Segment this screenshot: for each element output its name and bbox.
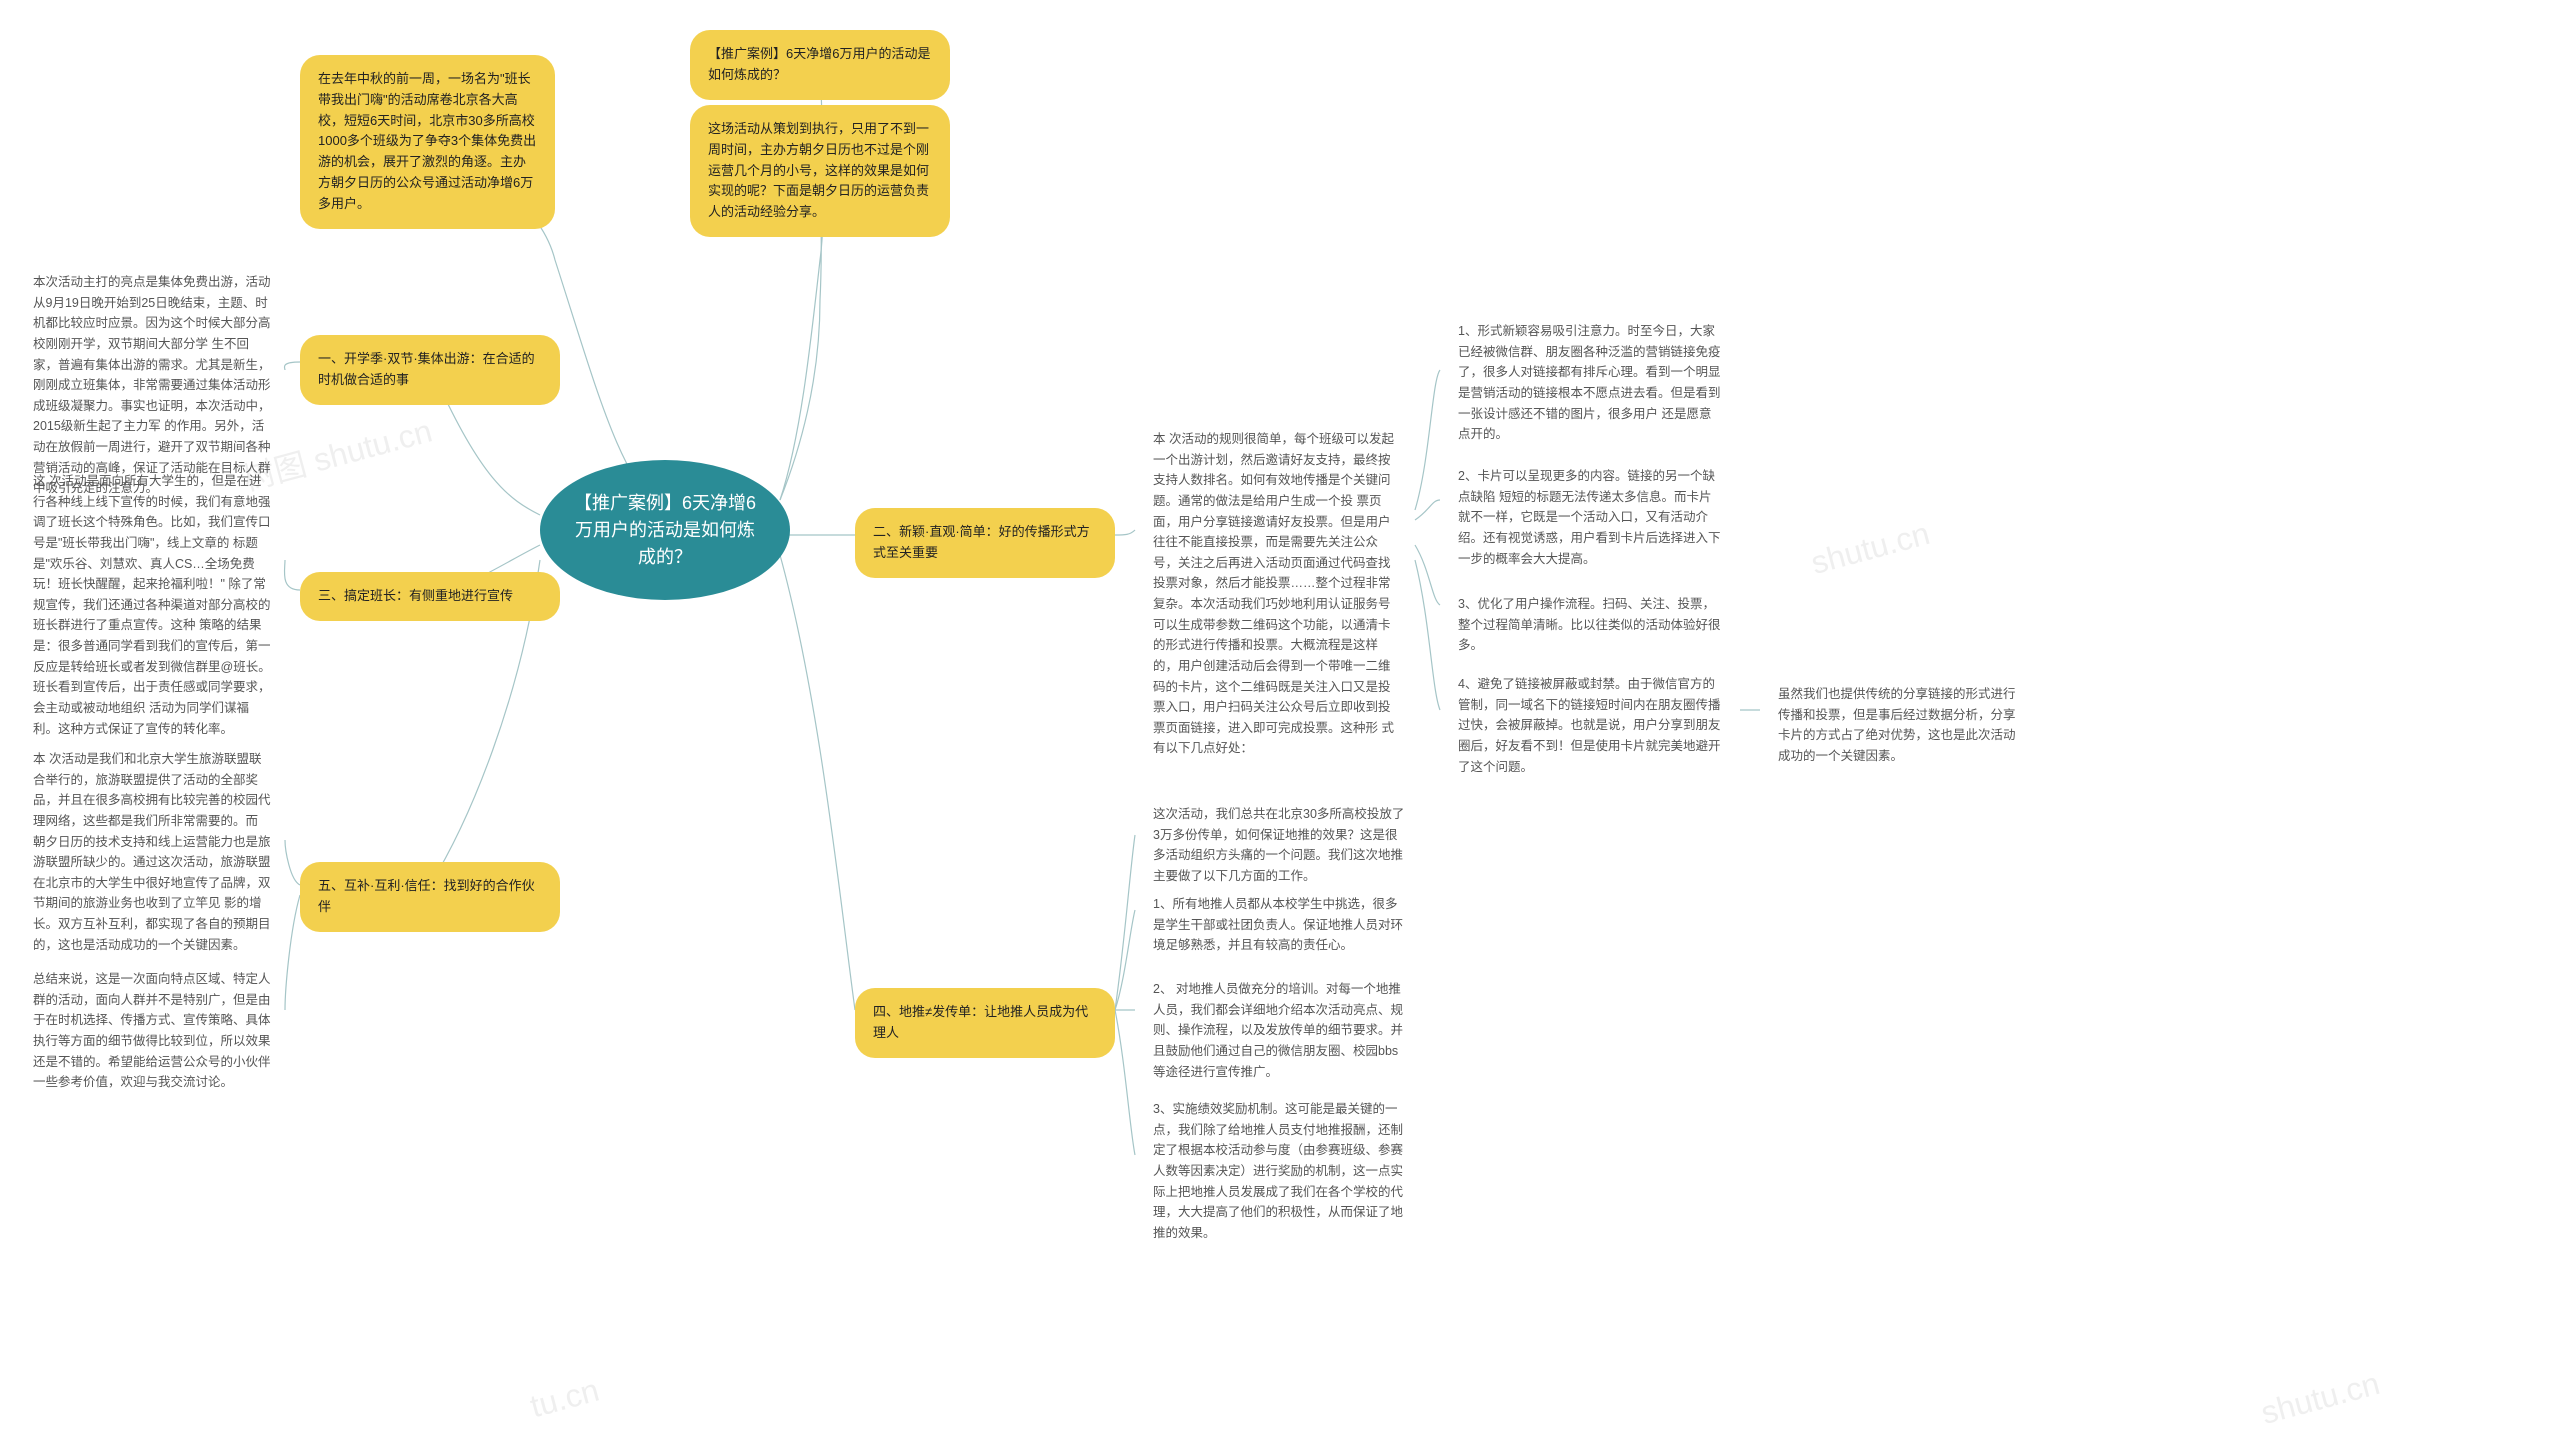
branch-5-leaf-2: 总结来说，这是一次面向特点区域、特定人群的活动，面向人群并不是特别广，但是由于在… xyxy=(15,955,290,1107)
branch-4-sub-3: 3、实施绩效奖励机制。这可能是最关键的一点，我们除了给地推人员支付地推报酬，还制… xyxy=(1135,1085,1425,1257)
watermark: shutu.cn xyxy=(1807,515,1933,582)
branch-2-sub-5-text: 虽然我们也提供传统的分享链接的形式进行传播和投票，但是事后经过数据分析，分享卡片… xyxy=(1778,687,2016,763)
branch-2-sub-3: 3、优化了用户操作流程。扫码、关注、投票，整个过程简单清晰。比以往类似的活动体验… xyxy=(1440,580,1740,670)
branch-4-sub-2: 2、 对地推人员做充分的培训。对每一个地推人员，我们都会详细地介绍本次活动亮点、… xyxy=(1135,965,1425,1096)
branch-5-title-text: 五、互补·互利·信任：找到好的合作伙伴 xyxy=(318,878,535,914)
branch-2-sub-4: 4、避免了链接被屏蔽或封禁。由于微信官方的管制，同一域名下的链接短时间内在朋友圈… xyxy=(1440,660,1740,791)
intro-box-3-text: 这场活动从策划到执行，只用了不到一周时间，主办方朝夕日历也不过是个刚运营几个月的… xyxy=(708,121,929,219)
watermark: tu.cn xyxy=(526,1372,603,1426)
branch-2-sub-4-text: 4、避免了链接被屏蔽或封禁。由于微信官方的管制，同一域名下的链接短时间内在朋友圈… xyxy=(1458,677,1721,774)
branch-2-sub-1: 1、形式新颖容易吸引注意力。时至今日，大家已经被微信群、朋友圈各种泛滥的营销链接… xyxy=(1440,307,1740,459)
branch-4-title-text: 四、地推≠发传单：让地推人员成为代理人 xyxy=(873,1004,1088,1040)
center-node: 【推广案例】6天净增6万用户的活动是如何炼成的？ xyxy=(540,460,790,600)
branch-5-leaf-2-text: 总结来说，这是一次面向特点区域、特定人群的活动，面向人群并不是特别广，但是由于在… xyxy=(33,972,271,1089)
intro-box-2: 【推广案例】6天净增6万用户的活动是如何炼成的？ xyxy=(690,30,950,100)
intro-box-3: 这场活动从策划到执行，只用了不到一周时间，主办方朝夕日历也不过是个刚运营几个月的… xyxy=(690,105,950,237)
branch-2-title: 二、新颖·直观·简单：好的传播形式方式至关重要 xyxy=(855,508,1115,578)
center-node-text: 【推广案例】6天净增6万用户的活动是如何炼成的？ xyxy=(570,490,760,571)
branch-4-sub-1: 1、所有地推人员都从本校学生中挑选，很多是学生干部或社团负责人。保证地推人员对环… xyxy=(1135,880,1425,970)
intro-box-1-text: 在去年中秋的前一周，一场名为"班长带我出门嗨"的活动席卷北京各大高校，短短6天时… xyxy=(318,71,536,211)
branch-4-sub-1-text: 1、所有地推人员都从本校学生中挑选，很多是学生干部或社团负责人。保证地推人员对环… xyxy=(1153,897,1403,952)
intro-box-1: 在去年中秋的前一周，一场名为"班长带我出门嗨"的活动席卷北京各大高校，短短6天时… xyxy=(300,55,555,229)
intro-box-2-text: 【推广案例】6天净增6万用户的活动是如何炼成的？ xyxy=(708,46,930,82)
branch-4-title: 四、地推≠发传单：让地推人员成为代理人 xyxy=(855,988,1115,1058)
branch-2-sub-2: 2、卡片可以呈现更多的内容。链接的另一个缺点缺陷 短短的标题无法传递太多信息。而… xyxy=(1440,452,1740,583)
branch-2-sub-3-text: 3、优化了用户操作流程。扫码、关注、投票，整个过程简单清晰。比以往类似的活动体验… xyxy=(1458,597,1721,652)
branch-3-leaf-text: 这 次活动是面向所有大学生的，但是在进行各种线上线下宣传的时候，我们有意地强调了… xyxy=(33,474,271,736)
branch-2-title-text: 二、新颖·直观·简单：好的传播形式方式至关重要 xyxy=(873,524,1090,560)
branch-3-leaf: 这 次活动是面向所有大学生的，但是在进行各种线上线下宣传的时候，我们有意地强调了… xyxy=(15,457,290,753)
branch-5-leaf-1: 本 次活动是我们和北京大学生旅游联盟联合举行的，旅游联盟提供了活动的全部奖品，并… xyxy=(15,735,290,969)
branch-1-title-text: 一、开学季·双节·集体出游：在合适的时机做合适的事 xyxy=(318,351,535,387)
branch-5-leaf-1-text: 本 次活动是我们和北京大学生旅游联盟联合举行的，旅游联盟提供了活动的全部奖品，并… xyxy=(33,752,271,952)
watermark: shutu.cn xyxy=(2257,1365,2383,1432)
branch-3-title-text: 三、搞定班长：有侧重地进行宣传 xyxy=(318,588,513,603)
branch-3-title: 三、搞定班长：有侧重地进行宣传 xyxy=(300,572,560,621)
branch-2-sub-5: 虽然我们也提供传统的分享链接的形式进行传播和投票，但是事后经过数据分析，分享卡片… xyxy=(1760,670,2040,781)
branch-5-title: 五、互补·互利·信任：找到好的合作伙伴 xyxy=(300,862,560,932)
branch-2-sub-1-text: 1、形式新颖容易吸引注意力。时至今日，大家已经被微信群、朋友圈各种泛滥的营销链接… xyxy=(1458,324,1721,441)
branch-1-title: 一、开学季·双节·集体出游：在合适的时机做合适的事 xyxy=(300,335,560,405)
branch-4-sub-3-text: 3、实施绩效奖励机制。这可能是最关键的一点，我们除了给地推人员支付地推报酬，还制… xyxy=(1153,1102,1403,1240)
branch-2-leaf: 本 次活动的规则很简单，每个班级可以发起一个出游计划，然后邀请好友支持，最终按支… xyxy=(1135,415,1415,773)
branch-2-leaf-text: 本 次活动的规则很简单，每个班级可以发起一个出游计划，然后邀请好友支持，最终按支… xyxy=(1153,432,1394,755)
branch-2-sub-2-text: 2、卡片可以呈现更多的内容。链接的另一个缺点缺陷 短短的标题无法传递太多信息。而… xyxy=(1458,469,1721,566)
branch-4-leaf-text: 这次活动，我们总共在北京30多所高校投放了3万多份传单，如何保证地推的效果？这是… xyxy=(1153,807,1404,883)
branch-4-sub-2-text: 2、 对地推人员做充分的培训。对每一个地推人员，我们都会详细地介绍本次活动亮点、… xyxy=(1153,982,1403,1079)
